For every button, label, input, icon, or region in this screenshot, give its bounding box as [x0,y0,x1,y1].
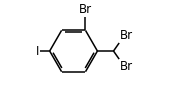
Text: Br: Br [79,3,92,16]
Text: Br: Br [120,29,133,42]
Text: I: I [36,45,39,58]
Text: Br: Br [120,60,133,73]
